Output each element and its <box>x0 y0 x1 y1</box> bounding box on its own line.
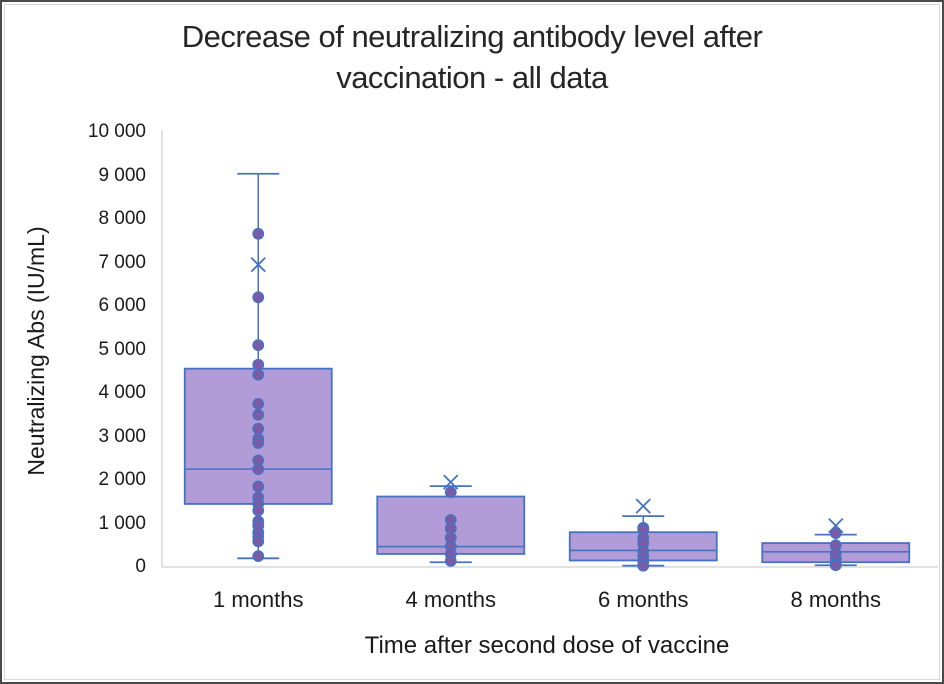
data-point-1-months <box>252 535 265 548</box>
y-tick-label: 9 000 <box>98 164 146 186</box>
data-point-1-months <box>252 550 265 563</box>
data-point-4-months <box>444 486 457 499</box>
chart-title-line2: vaccination - all data <box>336 60 608 95</box>
data-point-1-months <box>252 463 265 476</box>
data-point-1-months <box>252 422 265 435</box>
data-point-1-months <box>252 291 265 304</box>
x-axis-title: Time after second dose of vaccine <box>364 632 730 659</box>
y-tick-label: 1 000 <box>98 512 146 534</box>
data-point-1-months <box>252 358 265 371</box>
y-tick-label: 5 000 <box>98 338 146 360</box>
chart-title-line1: Decrease of neutralizing antibody level … <box>181 19 763 54</box>
data-point-1-months <box>252 480 265 493</box>
data-point-1-months <box>252 368 265 381</box>
data-point-8-months <box>829 559 842 572</box>
data-point-1-months <box>252 227 265 240</box>
data-point-1-months <box>252 339 265 352</box>
x-category-label: 8 months <box>790 587 882 612</box>
data-point-8-months <box>829 527 842 539</box>
y-tick-label: 6 000 <box>98 295 146 316</box>
mean-marker-1-months <box>250 257 266 273</box>
y-tick-label: 7 000 <box>98 251 146 273</box>
x-category-label: 4 months <box>405 587 497 612</box>
y-tick-label: 3 000 <box>98 425 146 447</box>
data-point-1-months <box>252 437 265 449</box>
mean-marker-4-months <box>443 474 459 490</box>
mean-marker-8-months <box>828 518 844 534</box>
chart-title: Decrease of neutralizing antibody level … <box>2 16 942 98</box>
x-category-label: 1 months <box>213 587 304 612</box>
y-tick-label: 8 000 <box>98 208 146 229</box>
mean-marker-6-months <box>635 498 651 514</box>
y-tick-label: 10 000 <box>87 121 146 142</box>
data-point-1-months <box>252 397 265 410</box>
y-tick-label: 0 <box>135 556 146 577</box>
data-point-4-months <box>444 555 457 567</box>
data-point-1-months <box>252 504 265 517</box>
y-tick-label: 2 000 <box>98 469 146 490</box>
data-point-1-months <box>252 408 265 421</box>
data-point-6-months <box>637 559 650 572</box>
x-category-label: 6 months <box>598 587 689 612</box>
y-tick-label: 4 000 <box>98 382 146 403</box>
